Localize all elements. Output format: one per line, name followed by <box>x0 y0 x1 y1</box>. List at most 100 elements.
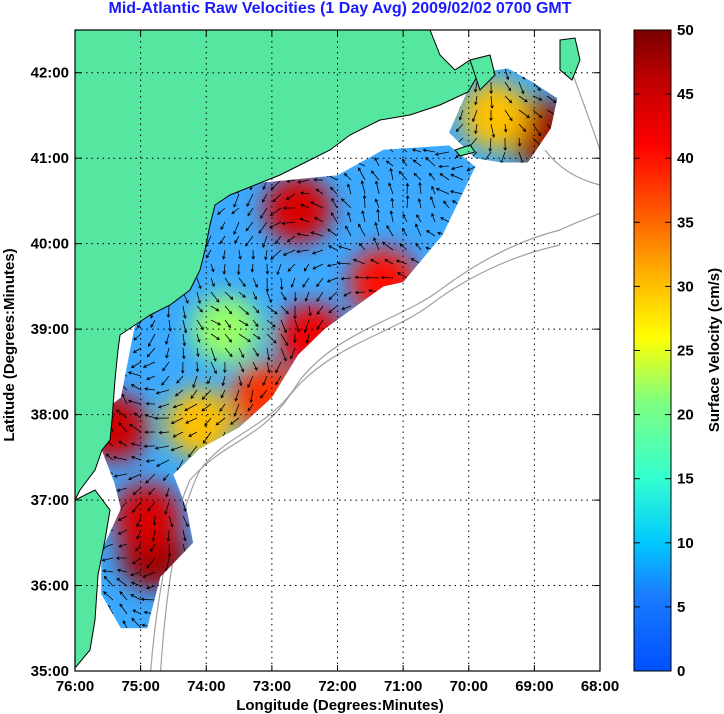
velocity-vector <box>280 305 289 315</box>
velocity-vector <box>196 319 204 331</box>
y-axis-label: Latitude (Degrees:Minutes) <box>1 248 18 441</box>
velocity-vector <box>252 347 259 357</box>
velocity-vector <box>259 389 268 399</box>
velocity-vector <box>330 186 338 195</box>
velocity-vector <box>275 361 282 374</box>
velocity-vector <box>343 291 352 297</box>
velocity-vector <box>503 137 507 152</box>
velocity-vector <box>398 170 408 181</box>
velocity-vector <box>313 178 324 182</box>
velocity-vector <box>247 403 254 412</box>
velocity-vector <box>275 235 282 245</box>
velocity-vector <box>434 151 450 156</box>
velocity-vector <box>117 515 128 521</box>
velocity-vector <box>238 277 246 287</box>
velocity-vector <box>222 249 226 260</box>
velocity-vector <box>299 217 310 223</box>
velocity-vector <box>370 259 380 265</box>
velocity-vector <box>331 197 338 209</box>
velocity-vector <box>247 375 254 388</box>
velocity-vector <box>252 333 261 340</box>
velocity-vector <box>149 543 156 553</box>
velocity-vector <box>428 172 436 181</box>
velocity-vector <box>532 109 543 119</box>
velocity-vector <box>145 585 156 590</box>
velocity-vector <box>518 81 525 95</box>
velocity-vector <box>312 263 324 270</box>
velocity-vector <box>116 568 128 573</box>
velocity-vector <box>374 157 380 167</box>
velocity-vector <box>127 399 142 405</box>
colorbar-tick-label: 40 <box>677 150 694 167</box>
velocity-vector <box>293 333 297 344</box>
velocity-vector <box>290 277 296 288</box>
velocity-vector <box>316 291 324 302</box>
velocity-vector <box>385 160 394 167</box>
y-tick-label: 36:00 <box>31 578 69 595</box>
velocity-vector <box>105 453 114 461</box>
velocity-vector <box>269 207 282 216</box>
velocity-vector <box>130 455 142 461</box>
velocity-vector <box>249 389 254 404</box>
velocity-vector <box>219 403 226 412</box>
colorbar <box>633 29 672 672</box>
velocity-vector <box>172 431 184 438</box>
velocity-vector <box>115 556 128 560</box>
velocity-vector <box>161 375 170 386</box>
velocity-vector <box>184 403 198 411</box>
velocity-vector <box>165 347 170 359</box>
velocity-vector <box>315 188 324 195</box>
y-tick-label: 38:00 <box>31 407 69 424</box>
velocity-vector <box>119 590 128 601</box>
velocity-vector <box>266 305 278 315</box>
velocity-vector <box>280 333 289 347</box>
velocity-vector <box>116 577 128 587</box>
velocity-vector <box>455 123 464 133</box>
colorbar-tick-label: 50 <box>677 22 694 39</box>
velocity-vector <box>245 221 254 232</box>
velocity-vector <box>308 305 312 317</box>
velocity-vector <box>224 347 233 358</box>
velocity-vector <box>238 333 251 343</box>
velocity-hotspot <box>191 295 260 364</box>
velocity-vector <box>210 305 220 312</box>
velocity-vector <box>302 277 310 288</box>
velocity-vector <box>196 291 201 305</box>
velocity-vector <box>147 501 156 512</box>
velocity-vector <box>402 227 408 237</box>
velocity-vector <box>280 347 287 362</box>
velocity-vector <box>252 277 258 288</box>
velocity-vector <box>229 417 240 425</box>
velocity-vector <box>135 543 142 552</box>
velocity-vector <box>132 609 142 615</box>
velocity-vector <box>181 347 186 360</box>
velocity-vector <box>426 230 436 237</box>
velocity-vector <box>234 389 240 402</box>
velocity-vector <box>210 291 220 303</box>
velocity-vector <box>166 305 171 318</box>
y-tick-label: 40:00 <box>31 236 69 253</box>
y-tick-label: 42:00 <box>31 65 69 82</box>
chart-title: Mid-Atlantic Raw Velocities (1 Day Avg) … <box>108 0 572 17</box>
velocity-vector <box>133 412 142 419</box>
velocity-vector <box>297 179 310 184</box>
velocity-vector <box>422 148 436 153</box>
velocity-vector <box>347 211 352 223</box>
velocity-vector <box>215 417 226 426</box>
velocity-vector <box>390 197 395 209</box>
velocity-vector <box>119 603 128 615</box>
velocity-vector <box>142 571 156 578</box>
velocity-vector <box>345 225 352 237</box>
velocity-vector <box>238 361 245 373</box>
velocity-vector <box>316 305 324 315</box>
velocity-vector <box>546 95 557 104</box>
velocity-vector <box>340 276 352 281</box>
velocity-vector <box>103 591 114 601</box>
velocity-vector <box>221 375 226 387</box>
velocity-vector <box>130 442 142 447</box>
velocity-vector <box>236 263 241 276</box>
velocity-vector <box>164 501 170 515</box>
velocity-vector <box>430 196 436 209</box>
velocity-vector <box>116 487 128 492</box>
velocity-vector <box>296 232 310 237</box>
